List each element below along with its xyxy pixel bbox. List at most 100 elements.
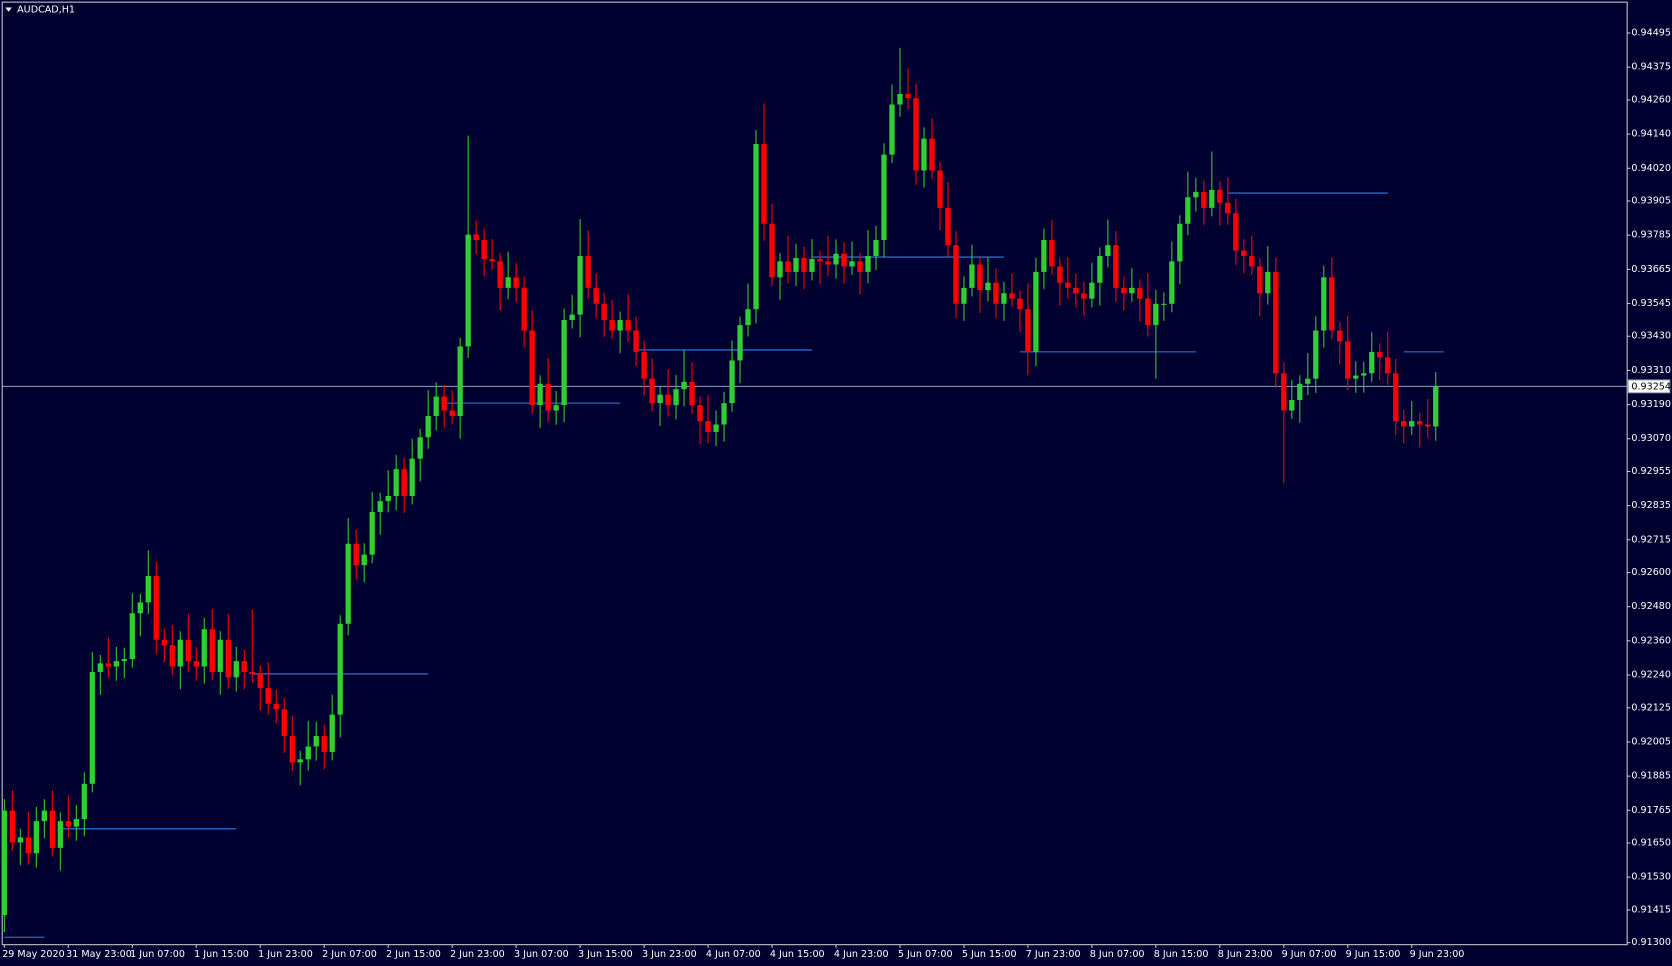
- candle-body: [209, 629, 215, 672]
- candle-body: [113, 661, 119, 667]
- candle-body: [665, 394, 671, 406]
- candle-body: [721, 403, 727, 425]
- x-tick-label: 8 Jun 15:00: [1154, 949, 1209, 960]
- candle-body: [1089, 282, 1095, 299]
- candle-body: [417, 437, 423, 459]
- candle-body: [1241, 250, 1247, 256]
- candle-body: [129, 613, 135, 660]
- candle-body: [1049, 240, 1055, 267]
- x-tick-label: 3 Jun 07:00: [514, 949, 569, 960]
- candle-body: [761, 144, 767, 224]
- candle-body: [793, 257, 799, 272]
- candle-body: [1209, 189, 1215, 208]
- candle-body: [1305, 378, 1311, 384]
- candle-body: [1097, 255, 1103, 283]
- candle-body: [217, 639, 223, 672]
- candle-body: [1417, 421, 1423, 425]
- y-tick-label: 0.92600: [1631, 567, 1671, 578]
- candle-body: [833, 253, 839, 265]
- candle-body: [1353, 375, 1359, 379]
- y-tick-label: 0.92360: [1631, 635, 1671, 646]
- candle-body: [1201, 191, 1207, 208]
- x-tick-label: 1 Jun 07:00: [130, 949, 185, 960]
- x-tick-label: 9 Jun 15:00: [1346, 949, 1401, 960]
- y-tick-label: 0.92240: [1631, 670, 1671, 681]
- candle-body: [609, 320, 615, 331]
- candle-body: [1073, 287, 1079, 294]
- plot-frame: [1, 1, 1628, 946]
- candle-body: [649, 378, 655, 404]
- candle-body: [913, 98, 919, 171]
- candle-body: [769, 223, 775, 278]
- candle-body: [425, 415, 431, 438]
- y-tick-label: 0.94260: [1631, 94, 1671, 105]
- candle-body: [65, 821, 71, 827]
- candle-body: [729, 360, 735, 404]
- x-tick-label: 4 Jun 15:00: [770, 949, 825, 960]
- y-tick-label: 0.92005: [1631, 736, 1671, 747]
- candle-body: [881, 154, 887, 241]
- candle-body: [9, 810, 16, 843]
- candle-body: [225, 639, 231, 678]
- x-tick-label: 1 Jun 23:00: [258, 949, 313, 960]
- y-tick-label: 0.93310: [1631, 365, 1671, 376]
- candle-body: [737, 325, 743, 361]
- candle-body: [513, 277, 519, 288]
- candle-body: [929, 138, 935, 171]
- candle-body: [313, 735, 319, 747]
- y-tick-label: 0.92715: [1631, 534, 1671, 545]
- candle-body: [553, 405, 559, 411]
- candle-body: [161, 639, 167, 646]
- candle-body: [1289, 400, 1295, 411]
- candle-body: [401, 469, 407, 496]
- candle-body: [673, 389, 679, 406]
- candle-body: [457, 346, 463, 416]
- y-tick-label: 0.92835: [1631, 500, 1671, 511]
- candle-body: [801, 257, 807, 272]
- candle-body: [393, 469, 399, 496]
- candle-body: [985, 282, 991, 291]
- candle-body: [321, 735, 327, 752]
- candle-body: [1057, 266, 1063, 283]
- candle-body: [945, 207, 951, 246]
- x-tick-label: 4 Jun 07:00: [706, 949, 761, 960]
- symbol-menu-arrow[interactable]: [5, 7, 12, 12]
- y-tick-label: 0.93665: [1631, 264, 1671, 275]
- candle-body: [41, 810, 47, 822]
- candle-body: [937, 170, 943, 208]
- candle-body: [25, 837, 31, 854]
- candle-body: [1129, 287, 1135, 294]
- candle-body: [33, 821, 39, 854]
- candle-body: [49, 810, 55, 848]
- candle-body: [345, 543, 351, 624]
- candle-body: [273, 703, 279, 710]
- candle-body: [753, 144, 759, 310]
- x-tick-label: 8 Jun 23:00: [1218, 949, 1273, 960]
- candle-body: [1169, 261, 1175, 304]
- candle-body: [1113, 245, 1119, 288]
- x-tick-label: 2 Jun 07:00: [322, 949, 377, 960]
- candle-body: [449, 410, 455, 416]
- candle-body: [353, 543, 359, 566]
- y-tick-label: 0.91300: [1631, 937, 1671, 948]
- x-tick-label: 8 Jun 07:00: [1090, 949, 1145, 960]
- candle-body: [1337, 330, 1343, 342]
- candle-body: [993, 282, 999, 304]
- candle-body: [569, 314, 575, 321]
- candle-body: [561, 320, 567, 406]
- candle-body: [1233, 213, 1239, 251]
- candle-body: [1361, 373, 1367, 376]
- x-tick-label: 3 Jun 15:00: [578, 949, 633, 960]
- x-tick-label: 2 Jun 15:00: [386, 949, 441, 960]
- candle-body: [265, 687, 271, 704]
- candle-body: [1265, 271, 1271, 294]
- candle-body: [481, 240, 487, 260]
- candle-body: [953, 245, 959, 304]
- y-tick-label: 0.92480: [1631, 601, 1671, 612]
- candle-body: [73, 819, 79, 827]
- candle-body: [1409, 421, 1415, 427]
- candle-body: [961, 287, 967, 304]
- x-tick-label: 1 Jun 15:00: [194, 949, 249, 960]
- candle-body: [297, 759, 303, 763]
- candle-body: [1193, 191, 1199, 198]
